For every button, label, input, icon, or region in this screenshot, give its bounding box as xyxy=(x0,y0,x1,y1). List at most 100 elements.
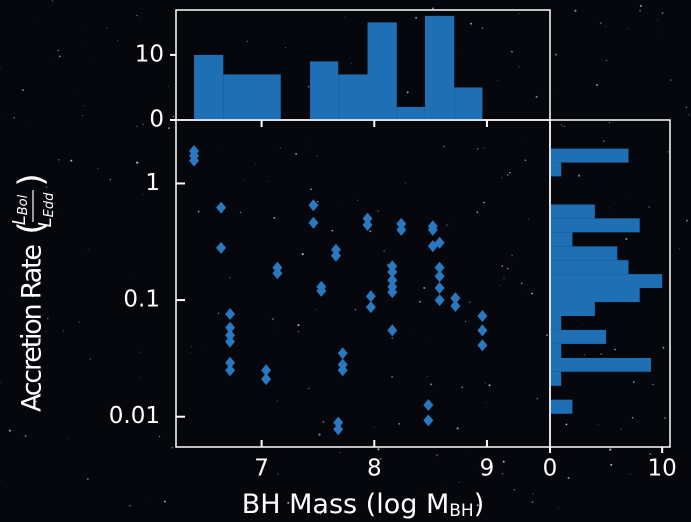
star xyxy=(511,254,513,257)
star xyxy=(485,402,487,404)
star xyxy=(93,60,95,62)
y-tick-label: 0.1 xyxy=(123,287,160,313)
star xyxy=(136,14,138,17)
star xyxy=(583,354,586,356)
data-point xyxy=(450,292,461,305)
star xyxy=(377,448,380,451)
star xyxy=(520,282,523,285)
star xyxy=(664,417,666,419)
star xyxy=(578,173,579,174)
star xyxy=(139,16,140,18)
axes-frame xyxy=(549,119,671,448)
star xyxy=(301,253,304,256)
star xyxy=(468,301,471,304)
y-tick-label: 0 xyxy=(149,107,164,133)
histogram-bar xyxy=(367,22,397,120)
star xyxy=(351,63,352,65)
star xyxy=(685,106,688,109)
star xyxy=(45,331,47,333)
x-tick-label: 9 xyxy=(480,456,495,482)
star xyxy=(563,125,565,127)
star xyxy=(417,493,419,495)
star xyxy=(307,85,310,88)
histogram-bar xyxy=(550,371,562,386)
star xyxy=(168,85,170,87)
data-point xyxy=(225,307,236,320)
star xyxy=(476,504,479,507)
star xyxy=(610,463,613,466)
star xyxy=(654,364,655,366)
star xyxy=(554,89,555,90)
star xyxy=(30,319,32,321)
data-point xyxy=(387,266,398,279)
star xyxy=(190,346,192,348)
histogram-bar xyxy=(338,74,368,120)
star xyxy=(418,300,421,303)
star xyxy=(608,122,611,124)
star xyxy=(531,501,534,504)
star xyxy=(548,457,550,459)
star xyxy=(605,26,607,28)
star xyxy=(369,230,372,233)
star xyxy=(8,429,11,432)
histogram-bar xyxy=(424,15,455,121)
data-point xyxy=(337,364,348,377)
star xyxy=(58,158,60,161)
star xyxy=(239,211,242,214)
star xyxy=(0,381,1,383)
star xyxy=(687,114,690,116)
data-point xyxy=(337,347,348,360)
star xyxy=(470,450,471,451)
star xyxy=(168,127,170,129)
star xyxy=(508,171,511,174)
star xyxy=(536,398,538,400)
y-axis-label: Accretion Rate ( LBol LEdd ) xyxy=(9,173,57,412)
star xyxy=(45,186,48,188)
star xyxy=(476,148,479,150)
star xyxy=(339,451,342,454)
histogram-bar xyxy=(396,106,425,120)
star xyxy=(555,53,558,56)
star xyxy=(658,37,660,39)
star xyxy=(456,427,459,430)
star xyxy=(497,80,498,82)
data-point xyxy=(261,373,272,386)
star xyxy=(373,426,375,429)
star xyxy=(310,188,313,191)
star xyxy=(567,476,570,479)
star xyxy=(484,382,487,384)
y-tick-label: 1 xyxy=(145,170,160,196)
star xyxy=(432,7,434,10)
star xyxy=(637,421,638,422)
histogram-bar xyxy=(550,232,573,247)
star xyxy=(142,123,145,126)
star xyxy=(22,89,24,92)
data-point xyxy=(333,416,344,429)
histogram-bar xyxy=(550,204,595,219)
star xyxy=(620,428,622,430)
star xyxy=(83,105,85,107)
star xyxy=(661,12,664,15)
star xyxy=(609,207,611,209)
star xyxy=(481,27,484,29)
star xyxy=(464,320,467,322)
star xyxy=(662,346,665,349)
data-point xyxy=(387,274,398,287)
star xyxy=(53,212,55,213)
y-label-numerator: LBol xyxy=(9,194,31,225)
star xyxy=(70,159,73,162)
star xyxy=(499,284,501,286)
star xyxy=(648,206,651,208)
star xyxy=(532,493,534,495)
star xyxy=(518,13,520,15)
data-point xyxy=(308,216,319,229)
star xyxy=(163,500,167,503)
star xyxy=(524,159,527,162)
histogram-bar xyxy=(223,74,252,120)
star xyxy=(383,249,386,252)
data-point xyxy=(261,364,272,377)
star xyxy=(667,150,670,153)
